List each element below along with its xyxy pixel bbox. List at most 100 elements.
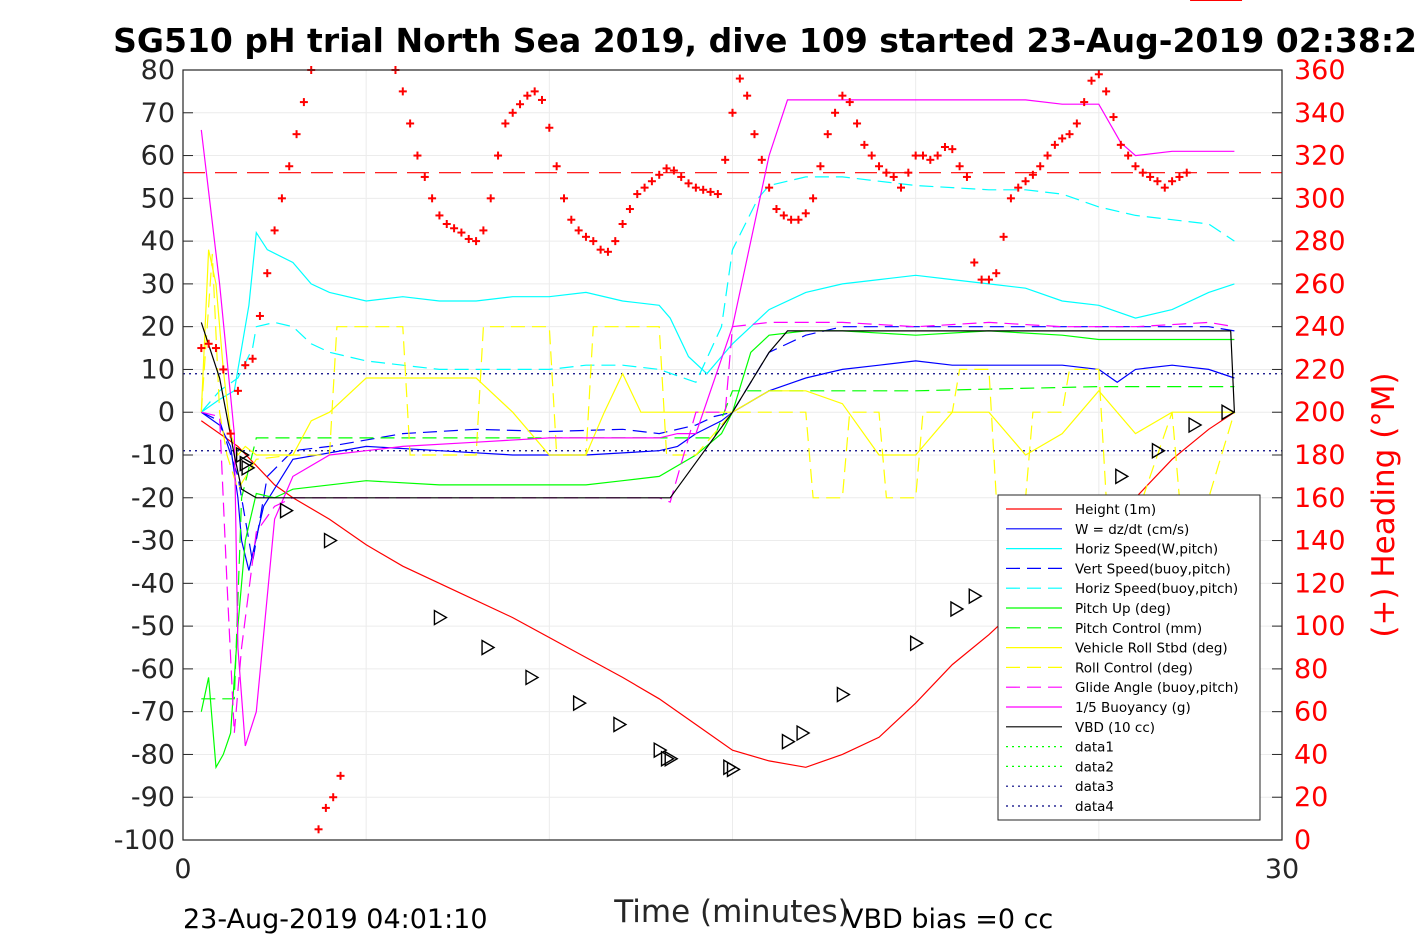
heading-point <box>420 172 429 181</box>
y-tick-label: -60 <box>131 654 175 685</box>
right-tick-label: 300 <box>1294 183 1346 214</box>
heading-point <box>1028 170 1037 179</box>
y-tick-label: 60 <box>141 141 175 172</box>
heading-point <box>545 123 554 132</box>
footer-vbd-bias: VBD bias =0 cc <box>845 904 1053 935</box>
triangle-marker <box>613 716 628 733</box>
series-line-1 <box>200 360 1235 571</box>
right-tick-label: 220 <box>1294 354 1346 385</box>
reference-lines <box>183 172 1282 452</box>
legend-entry-14: data3 <box>1075 779 1114 795</box>
series-line-4 <box>200 176 1235 413</box>
heading-point <box>329 793 338 802</box>
y-tick-label: 0 <box>158 397 175 428</box>
triangle-marker <box>525 669 540 686</box>
heading-point <box>691 183 700 192</box>
heading-point <box>867 151 876 160</box>
triangle-marker <box>1115 468 1130 485</box>
right-tick-label: 140 <box>1294 526 1346 557</box>
heading-point <box>1036 162 1045 171</box>
series-line-11 <box>200 322 1235 499</box>
legend-entry-0: Height (1m) <box>1075 502 1156 518</box>
left-axis-ticks: 80 70 60 50 40 30 20 10 0 -10 -20 -30 -40 -50 -60 -70 -8… <box>114 55 193 856</box>
right-tick-label: 340 <box>1294 98 1346 129</box>
heading-point <box>823 130 832 139</box>
triangle-marker <box>660 750 675 767</box>
heading-point <box>977 275 986 284</box>
heading-point <box>219 365 228 374</box>
legend-entry-3: Vert Speed(buoy,pitch) <box>1075 561 1231 577</box>
triangle-marker <box>481 639 496 656</box>
triangle-marker <box>1151 442 1166 459</box>
y-tick-label: -80 <box>131 739 175 770</box>
heading-point <box>809 194 818 203</box>
heading-markers <box>197 0 1243 834</box>
heading-point <box>897 183 906 192</box>
heading-point <box>1094 70 1103 79</box>
heading-point <box>435 211 444 220</box>
heading-point <box>684 179 693 188</box>
triangle-marker <box>968 587 983 605</box>
heading-point <box>314 825 323 834</box>
heading-point <box>787 215 796 224</box>
heading-point <box>904 168 913 177</box>
heading-point <box>794 215 803 224</box>
heading-point <box>699 185 708 194</box>
heading-point <box>508 108 517 117</box>
heading-point <box>241 361 250 370</box>
heading-point <box>596 245 605 254</box>
x-tick-label: 0 <box>174 854 191 885</box>
heading-point <box>1014 183 1023 192</box>
heading-point <box>567 215 576 224</box>
heading-point <box>655 170 664 179</box>
y-tick-label: 10 <box>141 354 175 385</box>
heading-point <box>450 224 459 233</box>
right-tick-label: 0 <box>1294 825 1311 856</box>
heading-point <box>211 344 220 353</box>
legend-entry-1: W = dz/dt (cm/s) <box>1075 522 1189 538</box>
y-tick-label: 70 <box>141 98 175 129</box>
heading-point <box>1021 177 1030 186</box>
triangle-marker <box>664 750 679 767</box>
heading-point <box>1006 194 1015 203</box>
right-tick-label: 20 <box>1294 782 1328 813</box>
legend-entry-2: Horiz Speed(W,pitch) <box>1075 542 1218 558</box>
triangle-marker <box>433 609 448 626</box>
heading-point <box>801 209 810 218</box>
legend-entry-9: Glide Angle (buoy,pitch) <box>1075 680 1239 696</box>
heading-point <box>442 220 451 228</box>
x-tick-label: 30 <box>1265 854 1299 885</box>
heading-point <box>713 190 722 199</box>
triangle-marker <box>781 733 796 750</box>
heading-point <box>1182 168 1191 177</box>
triangle-marker <box>836 686 851 703</box>
y-tick-label: 40 <box>141 226 175 257</box>
heading-point <box>1080 98 1089 107</box>
heading-point <box>1109 113 1118 122</box>
heading-point <box>413 151 422 160</box>
right-tick-label: 200 <box>1294 397 1346 428</box>
heading-point <box>970 258 979 267</box>
heading-point <box>1124 151 1133 160</box>
heading-point <box>523 91 532 100</box>
heading-point <box>831 108 840 117</box>
heading-point <box>285 162 294 171</box>
heading-point <box>765 183 774 192</box>
heading-point <box>263 269 272 278</box>
right-tick-label: 160 <box>1294 483 1346 514</box>
legend-entry-13: data2 <box>1075 759 1114 775</box>
triangle-markers <box>235 404 1236 778</box>
heading-point <box>574 226 583 235</box>
heading-point <box>472 237 481 246</box>
heading-point <box>992 269 1001 278</box>
right-tick-label: 240 <box>1294 312 1346 343</box>
triangle-marker <box>279 502 294 519</box>
heading-point <box>772 205 781 214</box>
heading-point <box>757 155 766 164</box>
heading-point <box>984 275 993 284</box>
legend-entry-6: Pitch Control (mm) <box>1075 621 1202 637</box>
heading-point <box>321 803 330 812</box>
heading-point <box>479 226 488 235</box>
heading-point <box>464 234 473 243</box>
